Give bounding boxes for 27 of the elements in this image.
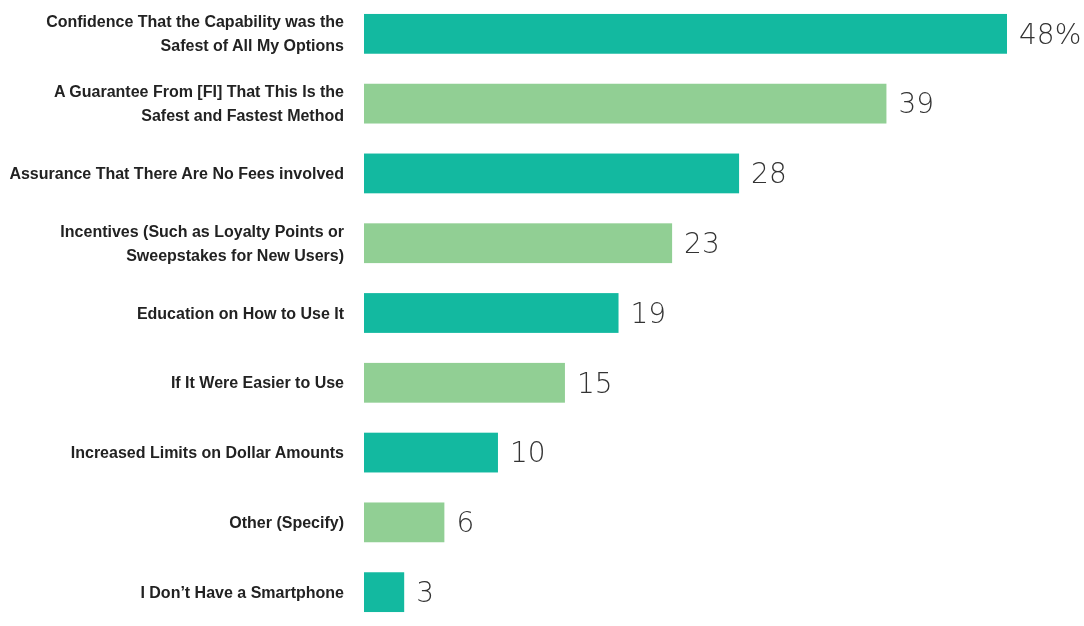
bar — [364, 13, 1007, 54]
data-label: 6 — [456, 506, 475, 540]
y-tick-label: Other (Specify) — [229, 513, 344, 531]
bar — [364, 83, 887, 124]
data-label: 3 — [416, 575, 435, 609]
y-tick-label: Assurance That There Are No Fees involved — [9, 165, 344, 183]
bar — [364, 432, 498, 473]
y-tick-label: If It Were Easier to Use — [170, 374, 345, 392]
y-tick-label: I Don’t Have a Smartphone — [140, 583, 345, 601]
bar — [364, 502, 445, 543]
bar — [364, 293, 619, 333]
data-label: 28 — [751, 157, 787, 191]
data-label: 19 — [630, 296, 667, 330]
y-tick-label: Increased Limits on Dollar Amounts — [70, 444, 345, 462]
bar — [364, 223, 673, 264]
bar — [364, 153, 740, 194]
bar — [364, 572, 405, 613]
data-label: 39 — [898, 87, 935, 121]
data-label: 23 — [684, 227, 720, 261]
data-label: 48% — [1019, 17, 1082, 51]
y-tick-label: Education on How to Use It — [136, 304, 345, 322]
bar — [364, 362, 565, 403]
y-tick-label: Incentives (Such as Loyalty Points or Sweepstakes for New Users) — [60, 222, 344, 264]
y-tick-label: A Guarantee From [FI] That This Is the Safest and Fastest Method — [53, 83, 345, 125]
data-label: 10 — [509, 436, 546, 470]
y-tick-label: Confidence That the Capability was the Safest of All My Options — [46, 13, 345, 55]
data-label: 15 — [576, 366, 613, 400]
